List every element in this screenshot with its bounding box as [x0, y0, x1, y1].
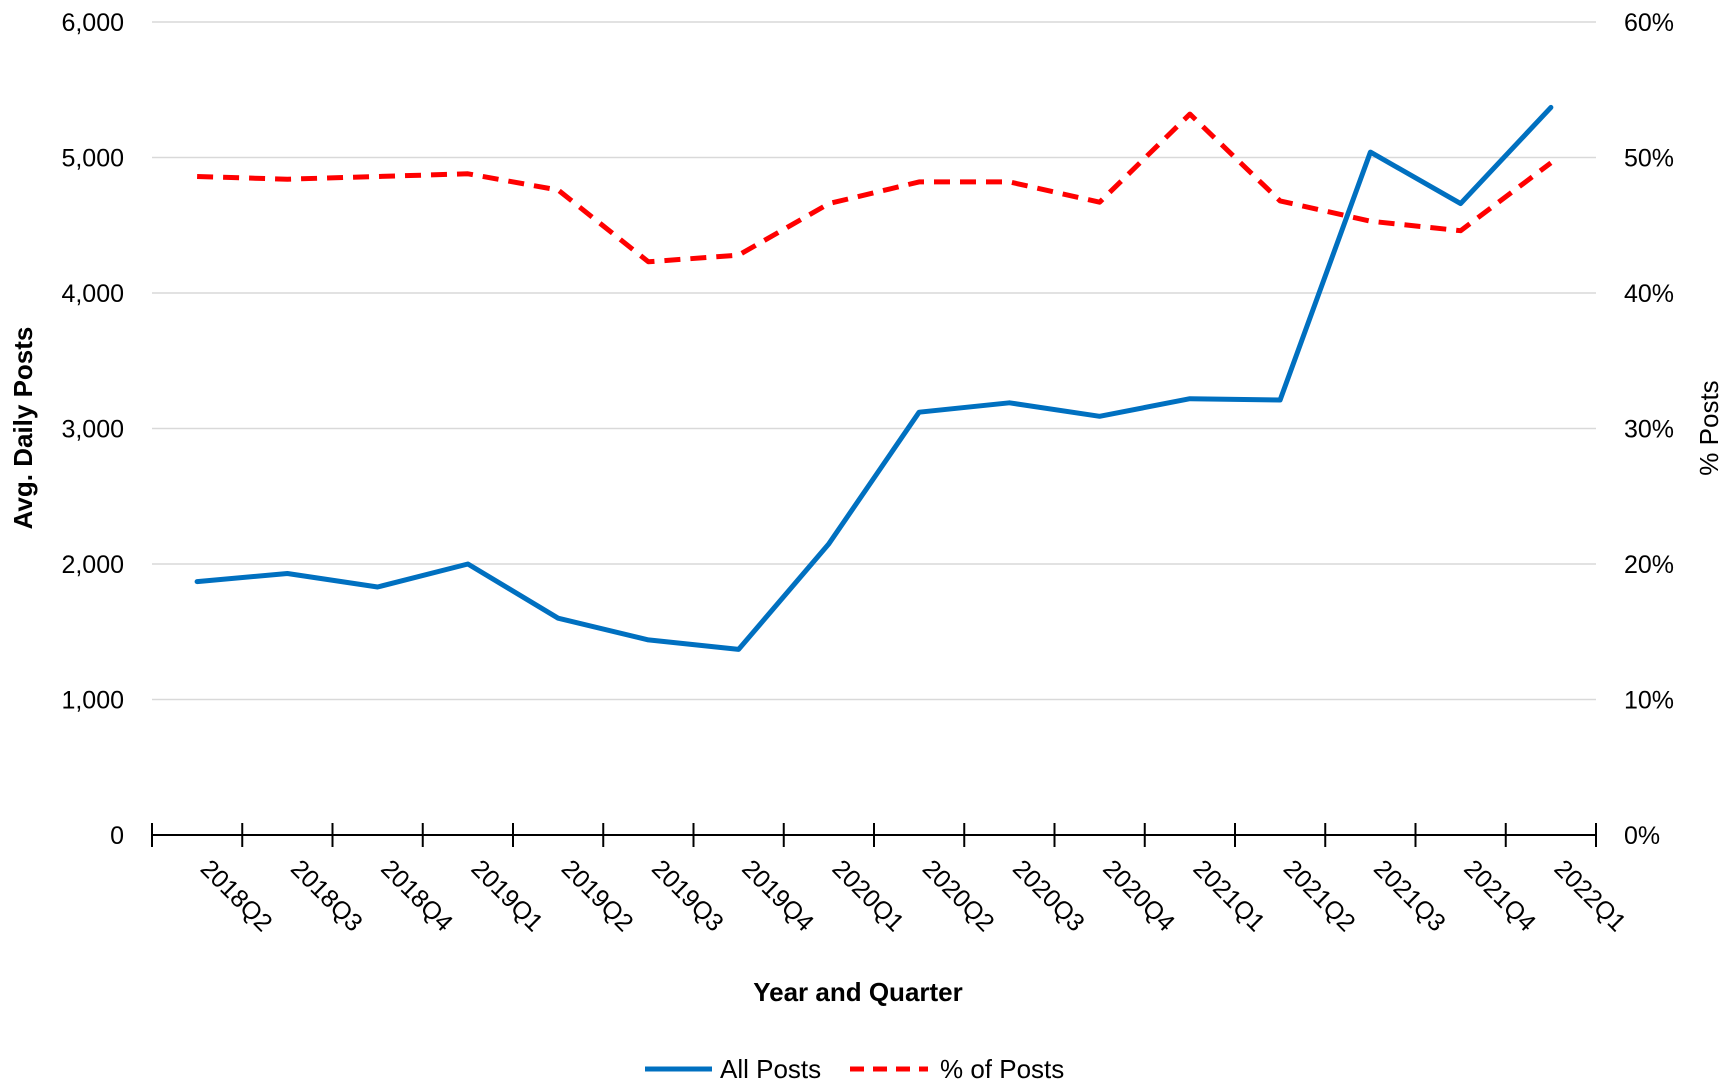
axes: 0 0% 1,000 10% 2,000 20% 3,000 30% 4,000 40% 5,000… — [61, 9, 1674, 937]
data-point — [737, 647, 741, 651]
y2-tick-label: 0% — [1624, 822, 1660, 850]
data-point — [556, 616, 560, 620]
data-point — [1549, 161, 1553, 165]
data-point — [556, 188, 560, 192]
data-point — [917, 410, 921, 414]
data-point — [646, 260, 650, 264]
data-point — [1368, 150, 1372, 154]
y-tick-label: 4,000 — [61, 280, 124, 308]
x-tick-label: 2021Q1 — [1188, 854, 1271, 937]
y-tick-label: 0 — [110, 822, 124, 850]
y2-tick-label: 10% — [1624, 687, 1674, 715]
y2-tick-label: 30% — [1624, 416, 1674, 444]
x-tick-label: 2020Q1 — [827, 854, 910, 937]
x-tick-label: 2021Q4 — [1458, 854, 1541, 937]
data-point — [376, 174, 380, 178]
data-point — [1188, 397, 1192, 401]
data-point — [646, 638, 650, 642]
data-point — [195, 174, 199, 178]
data-point — [285, 177, 289, 181]
x-tick-label: 2019Q4 — [736, 854, 819, 937]
x-tick-label: 2020Q2 — [917, 854, 1000, 937]
x-tick-label: 2018Q2 — [195, 854, 278, 937]
data-point — [827, 542, 831, 546]
data-point — [1098, 414, 1102, 418]
labels: Avg. Daily Posts % Posts Year and Quarte… — [8, 327, 1724, 1007]
data-point — [1098, 200, 1102, 204]
data-point — [917, 180, 921, 184]
data-point — [1459, 229, 1463, 233]
data-point — [1549, 105, 1553, 109]
data-point — [466, 172, 470, 176]
data-point — [195, 580, 199, 584]
x-axis-title: Year and Quarter — [753, 977, 963, 1007]
x-tick-label: 2021Q3 — [1368, 854, 1451, 937]
gridlines — [152, 21, 1596, 701]
legend-label-percent-posts: % of Posts — [940, 1054, 1064, 1079]
series — [194, 104, 1554, 652]
data-point — [1459, 202, 1463, 206]
data-point — [1188, 112, 1192, 116]
data-point — [376, 585, 380, 589]
x-tick-label: 2019Q3 — [646, 854, 729, 937]
y-axis-title: Avg. Daily Posts — [8, 327, 38, 530]
data-point — [1278, 398, 1282, 402]
y2-tick-label: 50% — [1624, 145, 1674, 173]
y-tick-label: 2,000 — [61, 551, 124, 579]
y-tick-label: 6,000 — [61, 9, 124, 37]
x-tick-label: 2022Q1 — [1549, 854, 1632, 937]
y2-tick-label: 60% — [1624, 9, 1674, 37]
x-tick-label: 2020Q3 — [1007, 854, 1090, 937]
y-tick-label: 1,000 — [61, 687, 124, 715]
data-point — [1368, 219, 1372, 223]
x-tick-label: 2021Q2 — [1278, 854, 1361, 937]
x-tick-label: 2018Q4 — [375, 854, 458, 937]
data-point — [1007, 401, 1011, 405]
data-point — [827, 202, 831, 206]
data-point — [466, 562, 470, 566]
series-line-percent-posts — [197, 111, 1553, 265]
y2-axis-title: % Posts — [1694, 380, 1724, 475]
y-tick-label: 5,000 — [61, 145, 124, 173]
x-tick-label: 2019Q2 — [556, 854, 639, 937]
y2-tick-label: 40% — [1624, 280, 1674, 308]
y2-tick-label: 20% — [1624, 551, 1674, 579]
data-point — [737, 253, 741, 257]
x-tick-label: 2020Q4 — [1097, 854, 1180, 937]
legend: All Posts % of Posts — [645, 1054, 1064, 1079]
x-tick-label: 2018Q3 — [285, 854, 368, 937]
data-point — [1007, 180, 1011, 184]
data-point — [1278, 199, 1282, 203]
data-point — [285, 571, 289, 575]
x-tick-label: 2019Q1 — [466, 854, 549, 937]
y-tick-label: 3,000 — [61, 416, 124, 444]
series-line-all-posts — [194, 104, 1554, 652]
legend-label-all-posts: All Posts — [720, 1054, 821, 1079]
